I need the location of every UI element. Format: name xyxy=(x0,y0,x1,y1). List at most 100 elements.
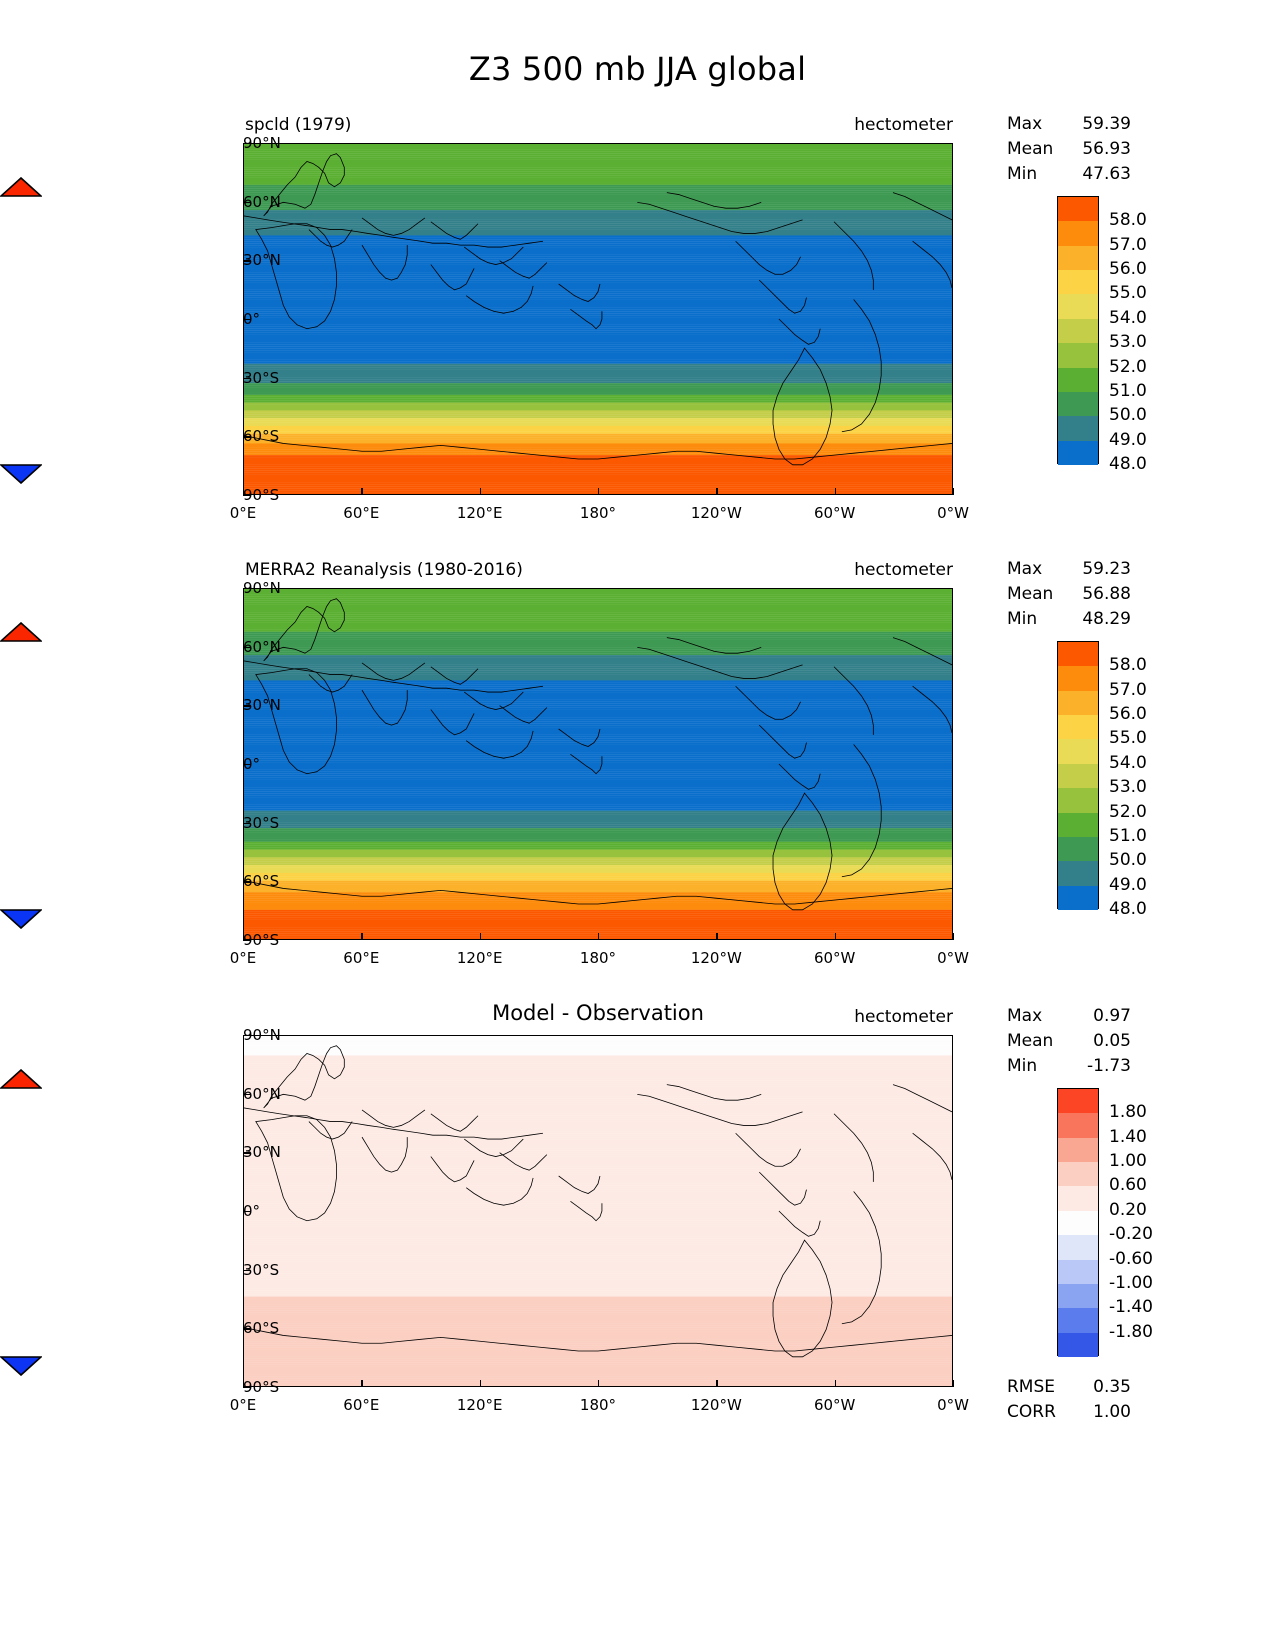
x-axis-tick xyxy=(598,933,600,940)
x-axis-label: 60°E xyxy=(343,504,380,522)
x-axis-label: 180° xyxy=(579,949,617,967)
stat-value: -1.73 xyxy=(1087,1056,1131,1076)
stat-value: 0.05 xyxy=(1093,1031,1131,1051)
colorbar-segment xyxy=(1058,690,1098,716)
colorbar-segment xyxy=(1058,1186,1098,1211)
x-axis-label: 0°W xyxy=(937,949,969,967)
colorbar-segment xyxy=(1058,1113,1098,1138)
colorbar-segment xyxy=(1058,861,1098,886)
y-axis-tick xyxy=(243,143,250,145)
colorbar-tick-label: 1.00 xyxy=(1109,1151,1147,1172)
colorbar-tick-label: 56.0 xyxy=(1109,704,1147,725)
colorbar-max-arrow xyxy=(0,177,42,197)
stat-row: Max 59.39 xyxy=(1007,112,1131,137)
map-observation[interactable] xyxy=(243,588,953,940)
colorbar-segment xyxy=(1058,836,1098,862)
score-label: RMSE xyxy=(1007,1377,1056,1397)
score-row: RMSE 0.35 xyxy=(1007,1375,1131,1400)
coastlines xyxy=(244,144,952,494)
scores-difference: RMSE 0.35 CORR 1.00 xyxy=(1007,1375,1131,1425)
stat-row: Min -1.73 xyxy=(1007,1054,1131,1079)
colorbar-tick-label: 48.0 xyxy=(1109,899,1147,919)
colorbar-tick-label: 51.0 xyxy=(1109,825,1147,846)
x-axis-label: 60°E xyxy=(343,1396,380,1414)
colorbar-segment xyxy=(1058,318,1098,344)
colorbar-segment xyxy=(1058,885,1098,910)
x-axis-tick xyxy=(716,933,718,940)
x-axis-label: 0°E xyxy=(229,1396,257,1414)
panel-title-model: spcld (1979) xyxy=(245,115,352,135)
x-axis-label: 180° xyxy=(579,1396,617,1414)
y-axis-tick xyxy=(243,377,250,380)
contour-fill xyxy=(244,1036,952,1386)
colorbar-min-arrow xyxy=(0,909,42,929)
colorbar-segment xyxy=(1058,666,1098,691)
x-axis-tick xyxy=(243,488,245,495)
colorbar-tick-label: 53.0 xyxy=(1109,332,1147,353)
x-axis-label: 120°W xyxy=(690,504,742,522)
stat-label: Max xyxy=(1007,559,1043,579)
colorbar-segment xyxy=(1058,440,1098,465)
stat-row: Mean 56.88 xyxy=(1007,582,1131,607)
x-axis-label: 120°W xyxy=(690,1396,742,1414)
colorbar-tick-label: -1.40 xyxy=(1109,1297,1153,1318)
y-axis-tick xyxy=(243,319,250,321)
colorbar-segment xyxy=(1058,294,1098,319)
y-axis-tick xyxy=(243,705,250,707)
x-axis-tick xyxy=(361,933,363,940)
colorbar-segment xyxy=(1058,1137,1098,1163)
stat-label: Min xyxy=(1007,609,1038,629)
y-axis-tick xyxy=(243,260,250,262)
colorbar-segment xyxy=(1058,221,1098,246)
stat-label: Max xyxy=(1007,114,1043,134)
colorbar[interactable] xyxy=(1057,641,1099,910)
score-value: 0.35 xyxy=(1093,1377,1131,1397)
x-axis-tick xyxy=(479,1380,482,1387)
stats-model: Max 59.39 Mean 56.93 Min 47.63 xyxy=(1007,112,1131,187)
colorbar-segment xyxy=(1058,739,1098,764)
x-axis-tick xyxy=(361,1380,363,1387)
colorbar-tick-label: 55.0 xyxy=(1109,283,1147,304)
y-axis-tick xyxy=(243,940,250,942)
y-axis-tick xyxy=(243,588,250,590)
stat-value: 48.29 xyxy=(1082,609,1131,629)
x-axis-tick xyxy=(953,933,955,940)
panel-units-model: hectometer xyxy=(854,115,953,135)
x-axis-label: 60°E xyxy=(343,949,380,967)
colorbar[interactable] xyxy=(1057,196,1099,465)
x-axis-tick xyxy=(361,488,363,495)
y-axis-tick xyxy=(243,436,250,438)
x-axis-tick xyxy=(953,1380,955,1387)
colorbar-tick-label: 55.0 xyxy=(1109,728,1147,749)
map-model[interactable] xyxy=(243,143,953,495)
stat-row: Min 47.63 xyxy=(1007,162,1131,187)
x-axis-label: 120°W xyxy=(690,949,742,967)
y-axis-tick xyxy=(243,822,250,825)
stats-difference: Max 0.97 Mean 0.05 Min -1.73 xyxy=(1007,1004,1131,1079)
stat-row: Mean 0.05 xyxy=(1007,1029,1131,1054)
colorbar-tick-label: 51.0 xyxy=(1109,380,1147,401)
y-axis-tick xyxy=(243,1093,250,1096)
colorbar-tick-label: 1.80 xyxy=(1109,1102,1147,1123)
colorbar[interactable] xyxy=(1057,1088,1099,1357)
y-axis-tick xyxy=(243,764,250,766)
colorbar-tick-label: 0.60 xyxy=(1109,1175,1147,1196)
x-axis-tick xyxy=(834,933,837,940)
panel-units-observation: hectometer xyxy=(854,560,953,580)
stats-observation: Max 59.23 Mean 56.88 Min 48.29 xyxy=(1007,557,1131,632)
colorbar-tick-label: 56.0 xyxy=(1109,259,1147,280)
colorbar-segment xyxy=(1058,197,1098,222)
map-difference[interactable] xyxy=(243,1035,953,1387)
colorbar-tick-label: -0.20 xyxy=(1109,1224,1153,1245)
colorbar-tick-label: 54.0 xyxy=(1109,307,1147,328)
colorbar-tick-label: 58.0 xyxy=(1109,655,1147,676)
coastlines xyxy=(244,589,952,939)
y-axis-tick xyxy=(243,1035,250,1037)
x-axis-label: 60°W xyxy=(813,504,856,522)
colorbar-tick-label: -1.80 xyxy=(1109,1321,1153,1342)
colorbar-segment xyxy=(1058,812,1098,837)
colorbar-tick-label: 57.0 xyxy=(1109,234,1147,255)
colorbar-segment xyxy=(1058,416,1098,441)
colorbar-tick-label: 53.0 xyxy=(1109,777,1147,798)
colorbar-segment xyxy=(1058,343,1098,368)
